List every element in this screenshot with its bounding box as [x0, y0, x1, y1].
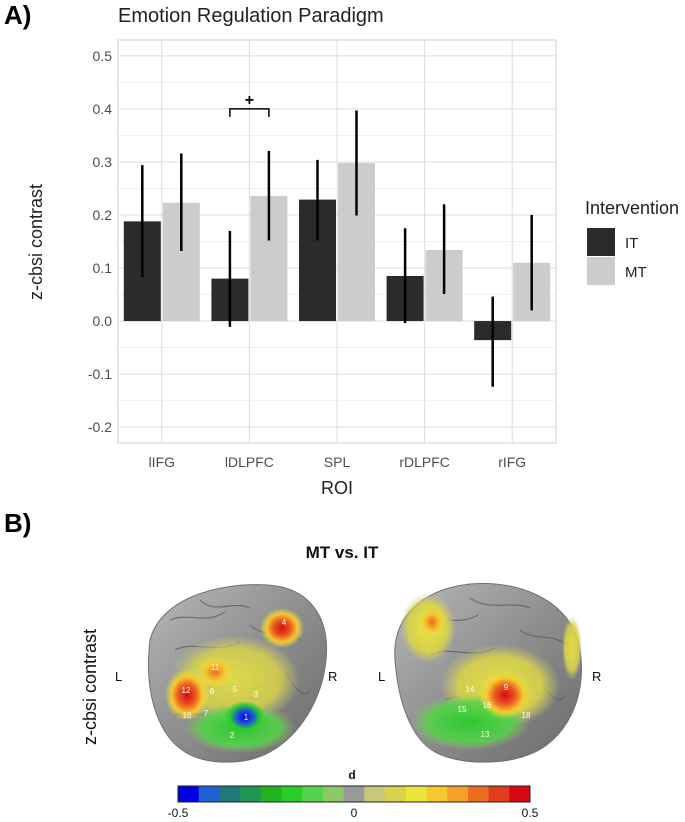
- colorbar-cell: [447, 786, 469, 802]
- left-channel-numbers: 4 11 12 10 6 5 3 7 1 2: [182, 618, 287, 740]
- channel-number: 13: [481, 730, 490, 739]
- channel-number: 18: [522, 711, 531, 720]
- channel-number: 15: [458, 705, 467, 714]
- colorbar-cell: [281, 786, 303, 802]
- channel-number: 2: [230, 731, 235, 740]
- left-red-mid: [165, 669, 209, 721]
- x-tick-labels: lIFG lDLPFC SPL rDLPFC rIFG: [149, 454, 527, 470]
- channel-number: 10: [183, 711, 192, 720]
- brain-title: MT vs. IT: [306, 543, 379, 562]
- legend-swatch-mt: [587, 257, 615, 285]
- channel-number: 14: [466, 685, 475, 694]
- legend-swatch-it: [587, 228, 615, 256]
- colorbar-min-label: -0.5: [168, 806, 189, 820]
- error-bars: [141, 110, 533, 387]
- x-tick-label: rIFG: [498, 454, 526, 470]
- channel-number: 6: [210, 687, 215, 696]
- channel-number: 1: [244, 713, 249, 722]
- y-tick-label: -0.1: [88, 366, 112, 382]
- colorbar-cell: [509, 786, 531, 802]
- y-tick-label: 0.0: [93, 313, 113, 329]
- x-tick-label: lIFG: [149, 454, 175, 470]
- colorbar-border: [177, 785, 531, 803]
- channel-number: 11: [211, 663, 220, 672]
- colorbar-cell: [385, 786, 407, 802]
- legend-title: Intervention: [585, 198, 679, 218]
- left-view-r-label: R: [328, 669, 337, 684]
- y-tick-label: 0.5: [93, 48, 113, 64]
- colorbar-cell: [426, 786, 448, 802]
- colorbar-cells: [178, 786, 531, 802]
- annotations: +: [229, 92, 270, 117]
- x-axis-label: ROI: [321, 478, 353, 498]
- colorbar-cell: [198, 786, 220, 802]
- right-channel-numbers: 9 14 16 15 13 18: [458, 683, 531, 739]
- channel-number: 9: [504, 683, 509, 692]
- right-hemisphere-view: 9 14 16 15 13 18 L R: [378, 582, 601, 763]
- panel-a-label: A): [4, 0, 32, 30]
- channel-number: 16: [483, 701, 492, 710]
- panel-b-label: B): [4, 508, 32, 538]
- y-axis-label: z-cbsi contrast: [26, 184, 46, 300]
- y-tick-label: 0.3: [93, 154, 113, 170]
- chart-title: Emotion Regulation Paradigm: [118, 5, 384, 27]
- colorbar-cell: [343, 786, 365, 802]
- brain-y-axis-label: z-cbsi contrast: [80, 629, 100, 745]
- significance-marker: +: [245, 92, 254, 109]
- x-tick-label: rDLPFC: [399, 454, 450, 470]
- x-tick-label: SPL: [324, 454, 351, 470]
- legend-label-it: IT: [625, 235, 638, 252]
- colorbar-cell: [240, 786, 262, 802]
- channel-number: 4: [282, 618, 287, 627]
- significance-bracket: [229, 108, 270, 117]
- legend: Intervention IT MT: [585, 198, 679, 285]
- y-tick-labels: -0.2 -0.1 0.0 0.1 0.2 0.3 0.4 0.5: [88, 48, 112, 435]
- right-view-r-label: R: [592, 669, 601, 684]
- right-yellow-edge: [562, 616, 582, 680]
- y-tick-label: 0.1: [93, 260, 113, 276]
- left-view-l-label: L: [115, 669, 122, 684]
- left-hemisphere-view: 4 11 12 10 6 5 3 7 1 2 L R: [115, 584, 337, 763]
- colorbar-cell: [322, 786, 345, 802]
- right-red-mid: [479, 671, 531, 719]
- colorbar-cell: [178, 786, 200, 802]
- colorbar-cell: [467, 786, 490, 802]
- colorbar-cell: [405, 786, 427, 802]
- channel-number: 7: [204, 709, 209, 718]
- colorbar-cell: [260, 786, 283, 802]
- brain-map-figure: MT vs. IT z-cbsi contrast 4 11 12 10 6 5…: [80, 543, 601, 820]
- colorbar-mid-label: 0: [351, 806, 358, 820]
- right-orange-top: [418, 606, 446, 638]
- left-orange-mid: [197, 656, 233, 688]
- y-tick-label: 0.2: [93, 207, 113, 223]
- colorbar-title: d: [348, 768, 355, 782]
- colorbar-max-label: 0.5: [522, 806, 539, 820]
- right-view-l-label: L: [378, 669, 385, 684]
- channel-number: 5: [233, 685, 238, 694]
- left-red-top: [260, 608, 304, 648]
- x-tick-label: lDLPFC: [225, 454, 274, 470]
- colorbar: d -0.5 0 0.5: [168, 768, 539, 820]
- bar-chart: Emotion Regulation Paradigm -0.2 -0.1 0.0 0…: [26, 5, 679, 498]
- legend-label-mt: MT: [625, 264, 647, 281]
- y-tick-label: -0.2: [88, 419, 112, 435]
- colorbar-cell: [302, 786, 324, 802]
- colorbar-cell: [364, 786, 386, 802]
- channel-number: 3: [254, 690, 259, 699]
- channel-number: 12: [182, 686, 191, 695]
- colorbar-cell: [488, 786, 510, 802]
- y-tick-label: 0.4: [93, 101, 113, 117]
- left-blue-spot: [225, 701, 265, 733]
- colorbar-cell: [219, 786, 241, 802]
